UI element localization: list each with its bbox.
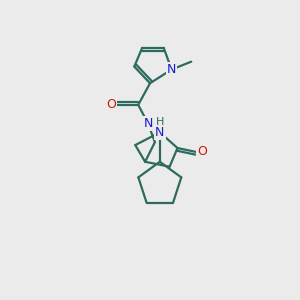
- Text: N: N: [155, 126, 164, 139]
- Text: O: O: [197, 146, 207, 158]
- Text: N: N: [143, 117, 153, 130]
- Text: O: O: [106, 98, 116, 111]
- Text: N: N: [167, 63, 176, 76]
- Text: H: H: [156, 116, 164, 127]
